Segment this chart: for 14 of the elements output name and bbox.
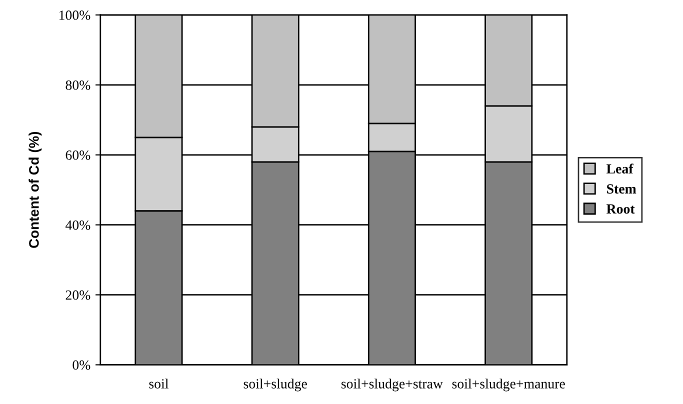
legend-label: Stem [607, 184, 636, 194]
x-tick-label: soil+sludge+straw [341, 378, 443, 392]
y-tick-label: 40% [65, 220, 90, 230]
y-tick-label: 80% [66, 80, 90, 90]
y-tick-label: 60% [66, 150, 90, 160]
x-tick-label: soil [149, 378, 168, 388]
y-tick-label: 20% [66, 290, 90, 300]
x-tick-label: soil+sludge+manure [452, 378, 565, 392]
y-tick-label: 0% [72, 360, 90, 370]
x-tick-label: soil+sludge [244, 378, 307, 392]
legend-label: Root [606, 204, 635, 214]
y-axis-title: Content of Cd (%) [28, 132, 42, 248]
legend-label: Leaf [606, 164, 634, 174]
y-tick-label: 100% [60, 10, 90, 20]
